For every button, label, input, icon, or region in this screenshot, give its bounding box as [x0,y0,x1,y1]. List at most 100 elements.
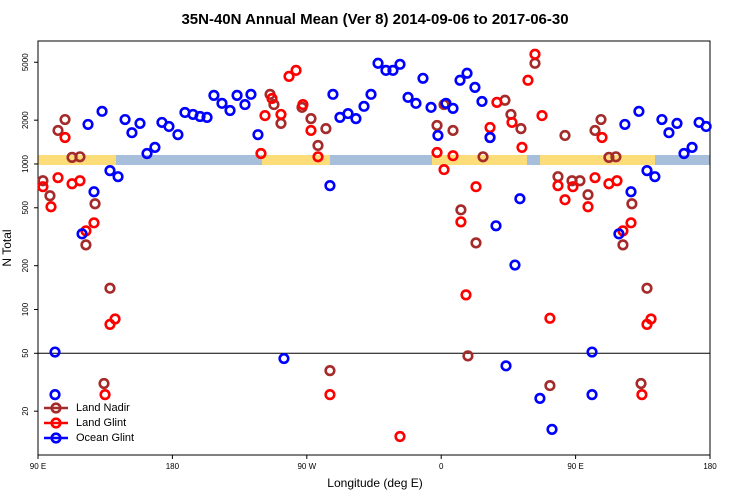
legend-label: Land Glint [76,417,126,429]
point [208,89,220,101]
y-tick-label: 1000 [21,155,30,173]
point [134,117,146,130]
point [88,217,100,229]
legend-label: Ocean Glint [76,432,134,444]
band-ocean [38,155,710,165]
point [686,141,698,153]
point [455,216,467,228]
point [327,88,339,100]
point [312,139,324,152]
point [425,101,437,113]
x-tick-label: 90 W [297,462,316,471]
point [224,104,236,117]
point [417,72,429,84]
point [470,181,482,193]
point [447,124,459,137]
point [126,127,138,139]
point [231,89,243,101]
y-tick-label: 2000 [21,111,30,129]
point [506,116,518,129]
point [59,131,71,144]
point [678,147,690,160]
legend-marker [50,417,62,429]
y-tick-label: 50 [21,348,30,357]
y-tick-label: 5000 [21,53,30,71]
point [255,147,267,160]
point [59,113,71,126]
point [663,127,675,139]
y-tick-label: 100 [21,302,30,316]
y-axis-label: N Total [0,229,14,266]
point [45,201,57,213]
point [461,67,473,79]
point [552,171,564,183]
point [324,180,336,192]
legend-marker [50,402,62,414]
point [454,74,466,86]
point [394,58,406,70]
point [491,96,503,108]
x-tick-label: 90 E [567,462,583,471]
point [469,81,481,93]
point [462,350,474,362]
point [559,194,571,206]
point [515,123,527,135]
point [358,100,370,112]
band-land [540,155,655,165]
point [96,105,108,117]
point [88,186,100,198]
point [275,108,287,121]
point [324,365,336,377]
point [484,131,496,144]
point [119,113,131,126]
point [312,151,324,163]
point [476,95,488,108]
point [514,193,526,205]
point [380,64,392,76]
point [470,237,482,249]
point [172,129,184,141]
point [141,147,153,160]
point [500,360,512,372]
point [613,228,625,240]
point [529,57,541,69]
point [259,109,271,122]
point [342,107,354,120]
x-tick-label: 90 E [30,462,46,471]
point [275,117,287,130]
point [194,110,206,123]
point [633,105,645,117]
point [432,129,444,142]
point [438,163,450,176]
legend-marker [50,432,62,444]
point [163,120,175,133]
point [509,259,521,271]
point [610,151,622,163]
point [239,98,251,111]
point [431,119,443,132]
point [567,181,579,193]
point [455,204,467,216]
point [649,171,661,183]
point [82,118,94,131]
point [320,123,332,135]
y-tick-label: 500 [21,201,30,215]
point [216,97,228,109]
point [582,189,594,201]
point [589,172,601,184]
point [104,165,116,177]
point [635,377,647,390]
point [595,113,607,126]
point [447,102,459,114]
point [52,172,64,184]
point [574,175,586,187]
point [104,282,116,294]
legend-label: Land Nadir [76,402,130,414]
point [37,175,49,187]
point [534,392,546,404]
point [641,165,653,177]
point [431,146,443,159]
point [266,92,278,105]
point [268,98,280,111]
point [552,180,564,192]
